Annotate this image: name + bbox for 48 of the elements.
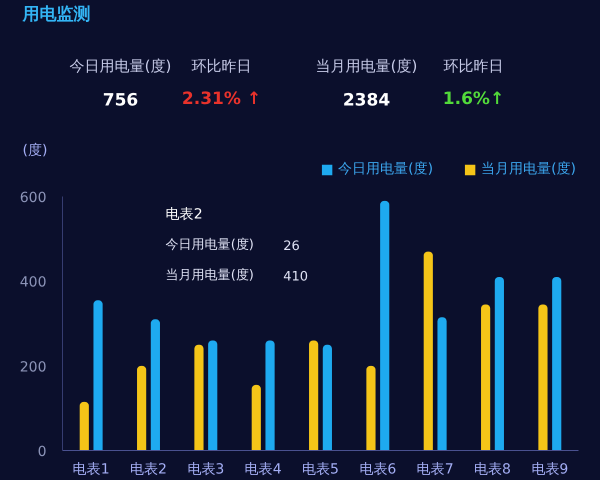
annotation: 410 [283, 269, 308, 284]
text: 1.6%↑ [442, 89, 504, 110]
x-tick-label: 电表4 [244, 462, 282, 478]
annotation: 当月用电量(度) [166, 266, 254, 283]
y-axis-title: (度) [22, 142, 48, 158]
x-tick-label: 电表2 [130, 462, 167, 478]
text: 今日用电量(度) [70, 56, 172, 75]
bar [80, 402, 89, 450]
x-tick-label: 电表3 [187, 462, 224, 478]
annotation: 电表2 [166, 206, 203, 222]
legend-label: 今日用电量(度) [338, 160, 434, 178]
bar [366, 366, 376, 450]
bar [552, 276, 562, 450]
y-tick-label: 200 [20, 359, 47, 376]
bar [481, 304, 490, 450]
x-tick-label: 电表6 [359, 462, 396, 478]
bar [309, 340, 318, 450]
legend-label: 当月用电量(度) [481, 160, 576, 178]
bar [265, 340, 275, 450]
text: 环比昨日 [444, 56, 504, 75]
x-tick-label: 电表7 [416, 462, 454, 478]
text: 环比昨日 [192, 56, 252, 75]
text: 当月用电量(度) [316, 56, 418, 75]
bar [93, 300, 103, 450]
y-tick-label: 400 [20, 274, 47, 291]
text: 2.31% ↑ [182, 89, 262, 110]
bar [424, 252, 433, 450]
bar [380, 200, 390, 450]
text: 756 [102, 90, 138, 111]
y-tick-label: 600 [20, 190, 47, 206]
bar [322, 344, 332, 450]
x-tick-label: 电表9 [531, 462, 568, 478]
x-tick-label: 电表1 [72, 462, 110, 478]
bar [538, 304, 548, 450]
bar [252, 384, 261, 450]
bar [494, 276, 504, 450]
annotation: 26 [283, 238, 300, 254]
annotation: 今日用电量(度) [166, 236, 254, 252]
bar [208, 340, 218, 450]
y-tick-label: 0 [38, 444, 47, 460]
text: 2384 [342, 90, 390, 111]
bar [150, 319, 160, 450]
bar [437, 317, 447, 450]
bar [137, 366, 146, 450]
x-tick-label: 电表5 [302, 462, 339, 478]
text: 用电监测 [22, 4, 90, 24]
x-tick-label: 电表8 [474, 462, 511, 478]
bar [194, 344, 204, 450]
